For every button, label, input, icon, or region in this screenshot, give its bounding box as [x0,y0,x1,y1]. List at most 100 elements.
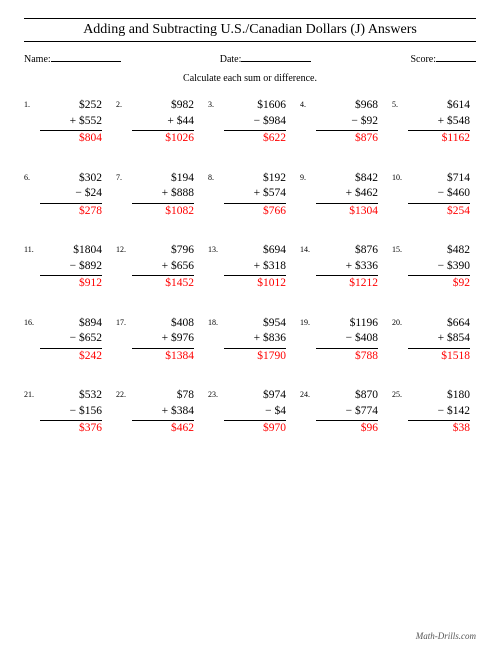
answer: $1304 [314,204,378,220]
problem: 16.$894− $652$242 [24,316,108,365]
score-field: Score: [410,52,476,65]
operand-b-row: − $460 [406,186,470,202]
answer: $462 [130,421,194,437]
operand-b: $390 [447,260,470,272]
answer: $912 [38,276,102,292]
operand-a: $252 [38,98,102,114]
footer: Math-Drills.com [416,631,476,641]
operand-a: $192 [222,171,286,187]
problem-number: 23. [208,390,218,399]
name-field: Name: [24,52,121,65]
operand-b: $462 [355,187,378,199]
problem-number: 25. [392,390,402,399]
operand-a: $694 [222,243,286,259]
operand-a: $1196 [314,316,378,332]
problem-number: 20. [392,318,402,327]
operator: + [346,260,353,272]
operator: + [254,260,261,272]
problem-grid: 1.$252+ $552$8042.$982+ $44$10263.$1606−… [24,98,476,437]
operand-b: $156 [79,405,102,417]
problem: 5.$614+ $548$1162 [392,98,476,147]
problem-number: 11. [24,245,34,254]
operand-a: $532 [38,388,102,404]
operand-a: $954 [222,316,286,332]
problem-number: 7. [116,173,122,182]
date-label: Date: [220,54,242,65]
problem: 24. $870− $774$96 [300,388,384,437]
operand-b: $774 [355,405,378,417]
operand-b-row: + $318 [222,259,286,275]
operand-a: $870 [314,388,378,404]
operand-b-row: − $142 [406,404,470,420]
operator: + [254,332,261,344]
problem: 17.$408+ $976$1384 [116,316,200,365]
operand-a: $796 [130,243,194,259]
problem: 23.$974− $4$970 [208,388,292,437]
operand-b-row: − $92 [314,114,378,130]
operand-a: $482 [406,243,470,259]
problem-number: 21. [24,390,34,399]
answer: $1790 [222,349,286,365]
operand-b: $892 [79,260,102,272]
problem-number: 17. [116,318,126,327]
problem-number: 9. [300,173,306,182]
operand-a: $1804 [38,243,102,259]
answer: $96 [314,421,378,437]
operand-b: $4 [275,405,287,417]
problem-number: 13. [208,245,218,254]
answer: $622 [222,131,286,147]
problem: 15.$482− $390$92 [392,243,476,292]
operand-a: $714 [406,171,470,187]
operand-b-row: + $854 [406,331,470,347]
operand-b: $92 [361,115,378,127]
operand-a: $876 [314,243,378,259]
problem-number: 2. [116,100,122,109]
operator: + [438,332,445,344]
operator: + [162,405,169,417]
operand-a: $968 [314,98,378,114]
operand-b: $142 [447,405,470,417]
operator: − [346,332,353,344]
answer: $242 [38,349,102,365]
operand-b: $976 [171,332,194,344]
operand-a: $302 [38,171,102,187]
problem-number: 4. [300,100,306,109]
answer: $278 [38,204,102,220]
problem: 14.$876+ $336$1212 [300,243,384,292]
problem: 6.$302− $24$278 [24,171,108,220]
instruction: Calculate each sum or difference. [24,73,476,84]
operand-a: $180 [406,388,470,404]
problem: 1.$252+ $552$804 [24,98,108,147]
operator: − [438,405,445,417]
operator: − [265,405,272,417]
date-blank [241,52,311,62]
operator: + [162,332,169,344]
problem: 10.$714− $460$254 [392,171,476,220]
answer: $38 [406,421,470,437]
problem-number: 5. [392,100,398,109]
operator: + [254,187,261,199]
answer: $766 [222,204,286,220]
name-label: Name: [24,54,51,65]
problem-number: 3. [208,100,214,109]
problem-number: 6. [24,173,30,182]
problem-number: 16. [24,318,34,327]
problem-number: 8. [208,173,214,182]
operand-b-row: + $656 [130,259,194,275]
answer: $1212 [314,276,378,292]
operand-b-row: + $888 [130,186,194,202]
answer: $1162 [406,131,470,147]
problem: 13.$694+ $318$1012 [208,243,292,292]
problem-number: 24. [300,390,310,399]
score-label: Score: [410,54,436,65]
operand-b-row: + $836 [222,331,286,347]
operand-b-row: + $574 [222,186,286,202]
operand-b: $656 [171,260,194,272]
answer: $1082 [130,204,194,220]
operand-a: $842 [314,171,378,187]
problem: 20.$664+ $854$1518 [392,316,476,365]
operand-b: $652 [79,332,102,344]
problem-number: 10. [392,173,402,182]
operand-b-row: − $774 [314,404,378,420]
problem: 12.$796+ $656$1452 [116,243,200,292]
